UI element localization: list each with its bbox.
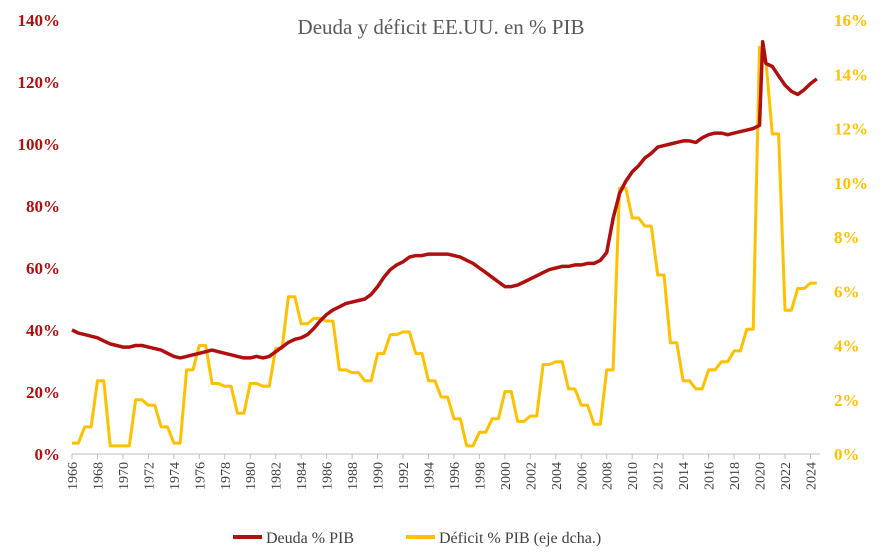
x-tick-label: 1990 <box>372 462 387 490</box>
right-tick-label: 12% <box>834 120 868 139</box>
right-tick-label: 10% <box>834 174 868 193</box>
x-tick-label: 2016 <box>703 462 718 490</box>
left-tick-label: 140% <box>18 11 61 30</box>
x-tick-label: 2006 <box>575 462 590 490</box>
left-tick-label: 0% <box>35 445 61 464</box>
x-tick-label: 2014 <box>677 462 692 490</box>
right-tick-label: 16% <box>834 11 868 30</box>
x-tick-label: 1998 <box>473 462 488 490</box>
x-tick-label: 2024 <box>804 462 819 490</box>
right-tick-label: 4% <box>834 337 860 356</box>
left-tick-label: 80% <box>26 197 60 216</box>
left-tick-label: 100% <box>18 135 61 154</box>
x-tick-label: 1974 <box>168 462 183 490</box>
right-tick-label: 0% <box>834 445 860 464</box>
x-tick-label: 1972 <box>142 462 157 490</box>
chart-title: Deuda y déficit EE.UU. en % PIB <box>298 15 585 39</box>
legend-label-debt: Deuda % PIB <box>266 530 354 547</box>
x-tick-label: 2022 <box>779 462 794 490</box>
plot-area <box>71 39 818 448</box>
x-tick-label: 2020 <box>754 462 769 490</box>
legend-label-deficit: Déficit % PIB (eje dcha.) <box>439 530 601 547</box>
x-tick-label: 1980 <box>244 462 259 490</box>
x-tick-label: 2000 <box>499 462 514 490</box>
x-axis: 1966 1968 1970 1972 1974 1976 1978 1980 1982 1984… <box>66 454 819 490</box>
x-tick-label: 1976 <box>193 462 208 490</box>
x-tick-label: 1966 <box>66 462 81 490</box>
x-tick-label: 1970 <box>117 462 132 490</box>
series-line-debt <box>71 39 818 360</box>
x-tick-label: 1986 <box>321 462 336 490</box>
left-tick-label: 60% <box>26 259 60 278</box>
right-axis: 0% 2% 4% 6% 8% 10% 12% 14% 16% <box>834 11 868 464</box>
x-tick-label: 2018 <box>728 462 743 490</box>
x-tick-label: 1982 <box>270 462 285 490</box>
x-tick-label: 1968 <box>91 462 106 490</box>
right-tick-label: 14% <box>834 65 868 84</box>
x-tick-label: 2004 <box>550 462 565 490</box>
x-tick-label: 2012 <box>652 462 667 490</box>
series-line-deficit <box>72 45 817 448</box>
x-tick-label: 1978 <box>219 462 234 490</box>
left-tick-label: 120% <box>18 73 61 92</box>
x-tick-label: 2002 <box>524 462 539 490</box>
right-tick-label: 8% <box>834 228 860 247</box>
x-tick-label: 1988 <box>346 462 361 490</box>
right-tick-label: 6% <box>834 282 860 301</box>
x-tick-label: 1996 <box>448 462 463 490</box>
right-tick-label: 2% <box>834 391 860 410</box>
x-tick-label: 2008 <box>601 462 616 490</box>
left-tick-label: 20% <box>26 383 60 402</box>
left-tick-label: 40% <box>26 321 60 340</box>
left-axis: 0% 20% 40% 60% 80% 100% 120% 140% <box>18 11 61 464</box>
x-tick-label: 1984 <box>295 462 310 490</box>
x-tick-label: 1992 <box>397 462 412 490</box>
x-tick-label: 1994 <box>422 462 437 490</box>
x-tick-label: 2010 <box>626 462 641 490</box>
legend: Deuda % PIB Déficit % PIB (eje dcha.) <box>233 530 601 547</box>
